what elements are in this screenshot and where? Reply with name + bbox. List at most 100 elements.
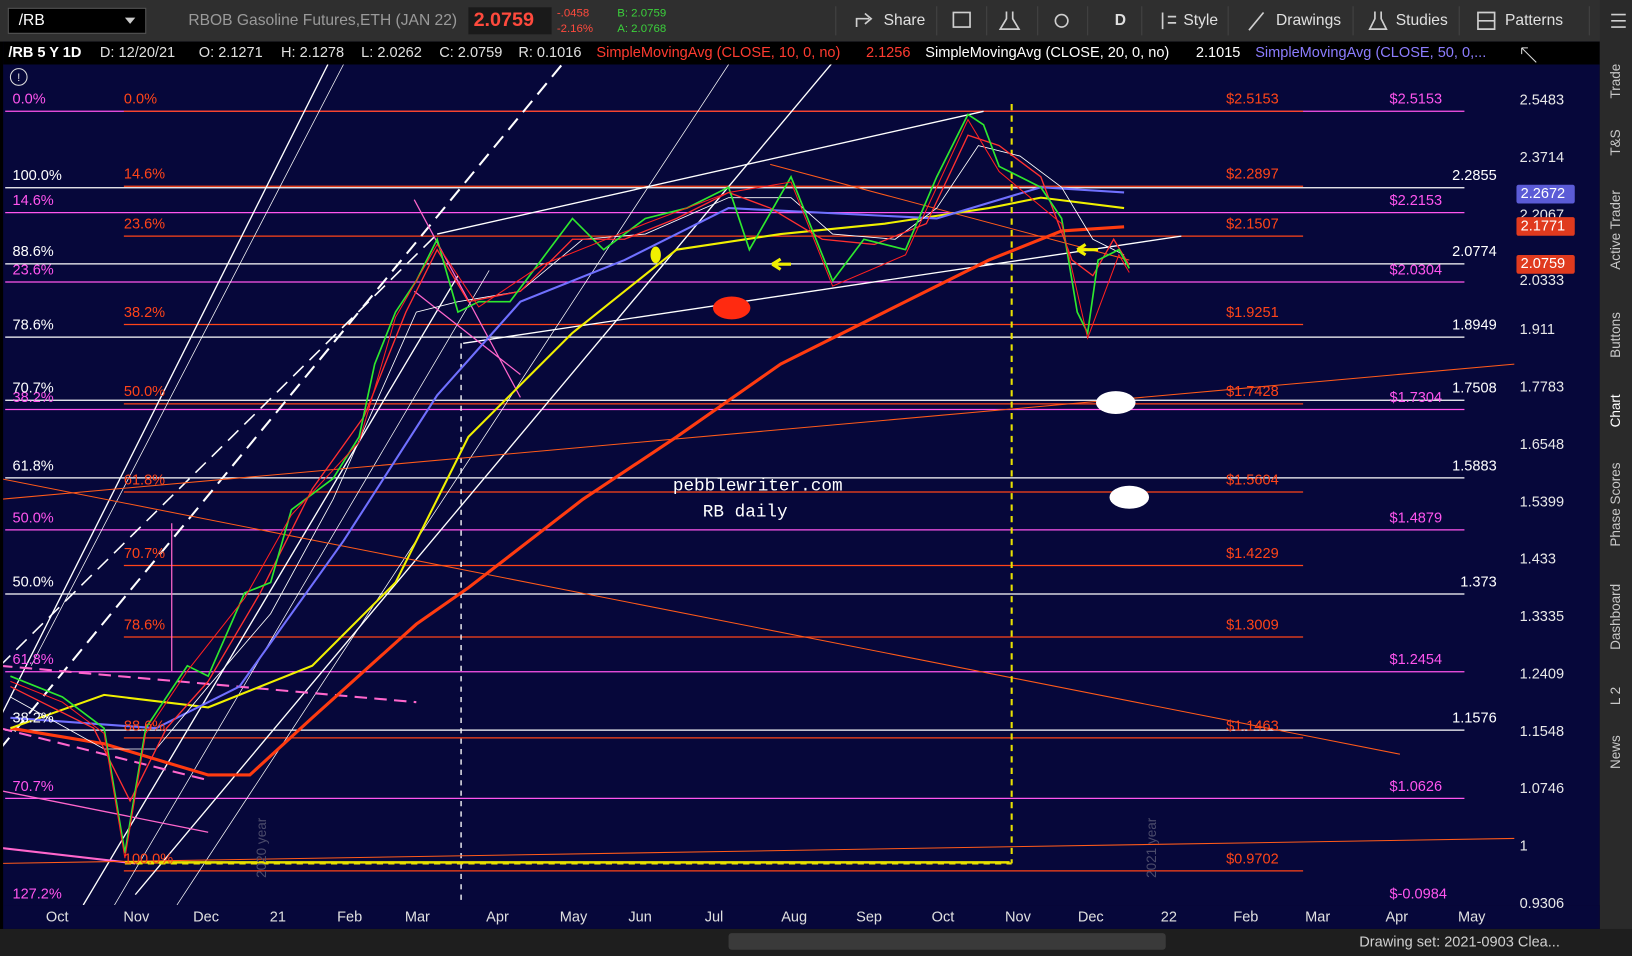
- red-trend-line: [3, 478, 1400, 755]
- pink-line: [3, 664, 417, 704]
- price-tag-label: 2.1771: [1521, 218, 1566, 234]
- fib-price: $1.4229: [1226, 546, 1279, 562]
- scroll-thumb[interactable]: [728, 933, 1166, 950]
- header-bg: [3, 41, 1600, 65]
- header-item: SimpleMovingAvg (CLOSE, 50, 0,...: [1255, 45, 1486, 61]
- fib-price: $1.1463: [1226, 718, 1279, 734]
- toolbar-button[interactable]: Share: [884, 12, 926, 29]
- header-item: R: 0.1016: [518, 45, 581, 61]
- price-bars: [10, 113, 1131, 854]
- gear-icon[interactable]: [1054, 13, 1069, 28]
- fib-level: 38.2%: [12, 390, 53, 406]
- price-axis-label: 1.7783: [1520, 380, 1565, 396]
- pink-line: [413, 290, 521, 375]
- sidebar-tab[interactable]: Active Trader: [1608, 190, 1623, 270]
- drawings-icon[interactable]: [1248, 11, 1265, 31]
- header-item: SimpleMovingAvg (CLOSE, 20, 0, no): [925, 45, 1169, 61]
- style-icon[interactable]: [1161, 12, 1177, 30]
- sidebar-tab[interactable]: Trade: [1608, 64, 1623, 99]
- fib-level: 88.6%: [12, 244, 53, 260]
- header-item: C: 2.0759: [439, 45, 502, 61]
- pink-line: [413, 199, 521, 398]
- red-trend-line: [3, 837, 1515, 864]
- toolbar-button[interactable]: Style: [1183, 12, 1218, 29]
- price-axis-label: 1.6548: [1520, 437, 1565, 453]
- fib-level: 100.0%: [12, 168, 61, 184]
- price-axis-label: 1.2409: [1520, 667, 1565, 683]
- time-axis-label: Sep: [856, 909, 882, 925]
- fib-price: $1.2454: [1389, 652, 1442, 668]
- fib-level: 70.7%: [12, 381, 53, 397]
- arrow: [1076, 243, 1099, 257]
- fib-price: 2.0774: [1452, 244, 1497, 260]
- price-axis-label: 2.0333: [1520, 273, 1565, 289]
- header-item: D: 12/20/21: [100, 45, 175, 61]
- pink-line: [3, 790, 209, 833]
- fib-price: $1.7428: [1226, 384, 1279, 400]
- trend-line: [3, 64, 563, 747]
- price-tag: [1516, 184, 1575, 204]
- symbol[interactable]: /RB: [19, 12, 45, 29]
- sidebar-tab[interactable]: Chart: [1608, 394, 1623, 427]
- fib-price: 1.7508: [1452, 381, 1497, 397]
- header-item: O: 2.1271: [199, 45, 263, 61]
- info-icon[interactable]: [9, 68, 28, 86]
- dropdown-arrow[interactable]: [124, 17, 136, 24]
- trend-line: [3, 233, 438, 664]
- sma-50: [10, 186, 1125, 730]
- trend-line: [176, 64, 729, 906]
- fib-price: $1.9251: [1226, 305, 1279, 321]
- fib-level: 50.0%: [12, 510, 53, 526]
- sidebar-tab[interactable]: Phase Scores: [1608, 462, 1623, 546]
- change: -.0458: [557, 8, 589, 20]
- expand-icon[interactable]: [1521, 47, 1537, 63]
- status-text: Drawing set: 2021-0903 Clea...: [1359, 934, 1560, 950]
- fib-price: $-0.0984: [1389, 886, 1446, 902]
- toolbar-button[interactable]: D: [1115, 12, 1126, 29]
- symbol-box[interactable]: [7, 7, 147, 34]
- pink-lines: [3, 199, 521, 865]
- time-axis-label: Dec: [193, 909, 219, 925]
- price-tag-label: 2.0759: [1521, 256, 1566, 272]
- fib-level: 38.2%: [12, 710, 53, 726]
- flask-icon[interactable]: [998, 11, 1021, 30]
- toolbar-button[interactable]: Drawings: [1276, 12, 1341, 29]
- info-glyph[interactable]: !: [17, 72, 20, 84]
- red-trend-lines: [3, 163, 1515, 864]
- share-icon[interactable]: [855, 12, 873, 28]
- price-axis-label: 2.3714: [1520, 150, 1565, 166]
- price-tag: [1516, 255, 1575, 274]
- menu-icon[interactable]: [1611, 13, 1626, 28]
- chart-bg: [3, 41, 1600, 906]
- arrow: [771, 257, 792, 271]
- patterns-icon[interactable]: [1477, 11, 1496, 30]
- time-axis-label: Nov: [123, 909, 150, 925]
- toolbar-icons: [855, 11, 1626, 31]
- fib-price: $1.4879: [1389, 510, 1442, 526]
- time-axis-label: Oct: [46, 909, 69, 925]
- time-axis-label: May: [1458, 909, 1486, 925]
- pink-line: [3, 727, 209, 782]
- plot: [3, 64, 1515, 906]
- screen-icon[interactable]: [952, 11, 971, 28]
- fib-level: 88.6%: [124, 718, 165, 734]
- header-item: 2.1256: [866, 45, 911, 61]
- sidebar-tab[interactable]: L 2: [1608, 687, 1623, 705]
- header-item: 2.1015: [1196, 45, 1241, 61]
- time-axis-label: Nov: [1005, 909, 1032, 925]
- marker-oval: [712, 296, 751, 320]
- sidebar-tab[interactable]: News: [1608, 735, 1623, 769]
- time-axis-label: 21: [270, 909, 286, 925]
- studies-icon[interactable]: [1368, 11, 1388, 30]
- sidebar-tab[interactable]: Dashboard: [1608, 584, 1623, 650]
- sidebar-tab[interactable]: T&S: [1608, 129, 1623, 155]
- description: RBOB Gasoline Futures,ETH (JAN 22): [188, 12, 457, 29]
- toolbar-button[interactable]: Patterns: [1505, 12, 1563, 29]
- fib-level: 78.6%: [12, 318, 53, 334]
- header-item: H: 2.1278: [281, 45, 344, 61]
- sidebar-tab[interactable]: Buttons: [1608, 312, 1623, 358]
- price-axis-label: 1.911: [1520, 322, 1555, 338]
- toolbar-button[interactable]: Studies: [1396, 12, 1448, 29]
